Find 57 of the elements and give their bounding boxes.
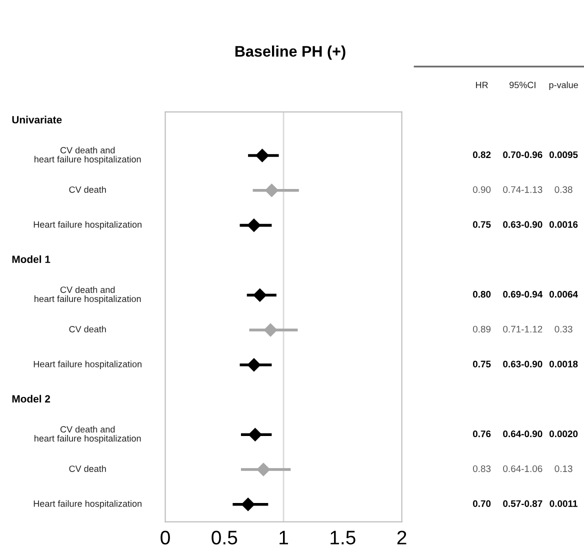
data-label: 0.82 — [472, 151, 491, 158]
data-label: 0.75 — [472, 360, 491, 368]
text: Model 1 — [12, 255, 50, 263]
text: 0.0011 — [550, 500, 578, 507]
y-tick-label: CV death — [69, 186, 106, 193]
text: 0.63-0.90 — [503, 360, 542, 368]
point — [241, 498, 255, 512]
data-label: 0.70 — [472, 500, 491, 507]
point — [247, 358, 261, 372]
point — [248, 428, 262, 442]
x-tick-label: 0 — [160, 530, 170, 544]
y-tick-label: Heart failure hospitalization — [34, 221, 142, 230]
x-tick-label: 2 — [397, 530, 406, 544]
x-tick-label: 0.5 — [212, 530, 238, 544]
text: 0.74-1.13 — [503, 186, 542, 193]
text: 0.13 — [554, 465, 572, 472]
y-tick-label: Heart failure hospitalization — [34, 500, 142, 509]
text: 0.38 — [554, 186, 572, 193]
y-tick-label: CV death — [69, 326, 106, 332]
text: 0.64-1.06 — [503, 465, 542, 472]
chart-title: Baseline PH (+) — [235, 46, 346, 60]
y-tick-label: CV death and heart failure hospitalization — [34, 146, 141, 164]
text: 0.0095 — [549, 151, 578, 158]
text: Model 2 — [12, 394, 50, 403]
text: 95%CI — [510, 82, 536, 88]
text: 0.0018 — [549, 360, 578, 368]
data-label: 0.80 — [472, 290, 491, 298]
text: 0.69-0.94 — [503, 290, 543, 298]
text: 0.0016 — [549, 221, 578, 228]
text: 0.0020 — [549, 430, 578, 438]
point — [256, 462, 270, 476]
y-tick-label: CV death and heart failure hospitalization — [34, 426, 141, 444]
y-tick-label: CV death — [69, 465, 106, 472]
text: 0.70-0.96 — [503, 151, 542, 158]
data-label: 0.76 — [472, 430, 491, 438]
y-tick-label: CV death and heart failure hospitalization — [34, 286, 141, 304]
point — [265, 184, 278, 197]
data-label: 0.83 — [472, 465, 491, 472]
x-tick-label: 1.5 — [330, 530, 356, 544]
point — [256, 148, 269, 162]
text: 0.64-0.90 — [503, 430, 542, 438]
x-tick-label: 1 — [280, 530, 288, 544]
point — [264, 323, 278, 337]
data-label: 0.89 — [472, 326, 491, 333]
point — [247, 218, 261, 232]
text: 0.71-1.12 — [503, 326, 542, 333]
y-tick-label: Heart failure hospitalization — [34, 360, 142, 370]
data-label: 0.75 — [472, 221, 491, 228]
text: 0.57-0.87 — [503, 500, 542, 507]
text: HR — [476, 82, 488, 88]
text: Univariate — [12, 116, 62, 124]
text: 0.63-0.90 — [503, 221, 542, 228]
point — [253, 288, 266, 302]
text: 0.0064 — [549, 290, 578, 298]
data-label: 0.90 — [472, 186, 491, 193]
text: 0.33 — [554, 326, 572, 333]
text: p-value — [549, 82, 578, 90]
